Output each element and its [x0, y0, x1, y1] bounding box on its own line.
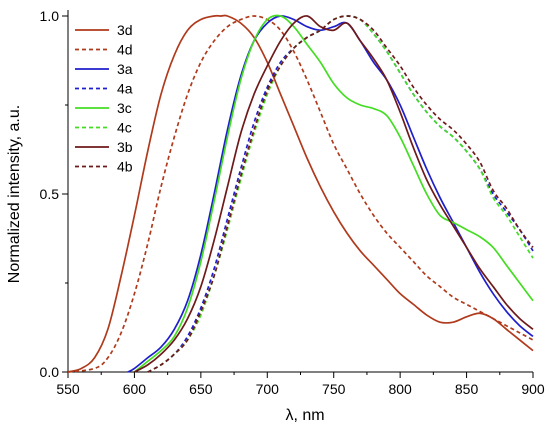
series-layer [67, 14, 534, 373]
series-line-4b [147, 15, 534, 373]
legend-label-3c: 3c [117, 100, 132, 116]
series-line-3b [134, 15, 534, 373]
series-line-3c [133, 14, 534, 373]
x-tick-label: 700 [256, 381, 280, 397]
legend-label-3b: 3b [117, 139, 133, 155]
x-tick-label: 750 [322, 381, 346, 397]
legend-label-4c: 4c [117, 120, 132, 136]
legend-label-4b: 4b [117, 159, 133, 175]
x-tick-label: 600 [123, 381, 147, 397]
x-tick-label: 550 [56, 381, 80, 397]
x-tick-label: 850 [455, 381, 479, 397]
x-tick-label: 650 [189, 381, 213, 397]
y-tick-label: 0.0 [40, 364, 60, 380]
series-line-4c [147, 15, 534, 373]
x-tick-label: 800 [388, 381, 412, 397]
y-axis-title: Normalized intensity, a.u. [6, 105, 23, 283]
x-tick-label: 900 [521, 381, 545, 397]
y-tick-label: 1.0 [40, 8, 60, 24]
series-line-4d [67, 15, 534, 373]
legend-label-4a: 4a [117, 81, 133, 97]
legend-label-3a: 3a [117, 61, 133, 77]
axes: 550 600 650 700 750 800 850 900 0.0 0.5 1.0 [40, 8, 545, 397]
x-axis-title: λ, nm [285, 407, 324, 424]
series-line-4a [147, 15, 534, 373]
y-tick-label: 0.5 [40, 186, 60, 202]
series-line-3d [67, 14, 534, 373]
legend-label-3d: 3d [117, 22, 133, 38]
legend-label-4d: 4d [117, 42, 133, 58]
legend: 3d 4d 3a 4a 3c 4c 3b 4b [75, 22, 133, 175]
series-line-3a [127, 15, 534, 373]
